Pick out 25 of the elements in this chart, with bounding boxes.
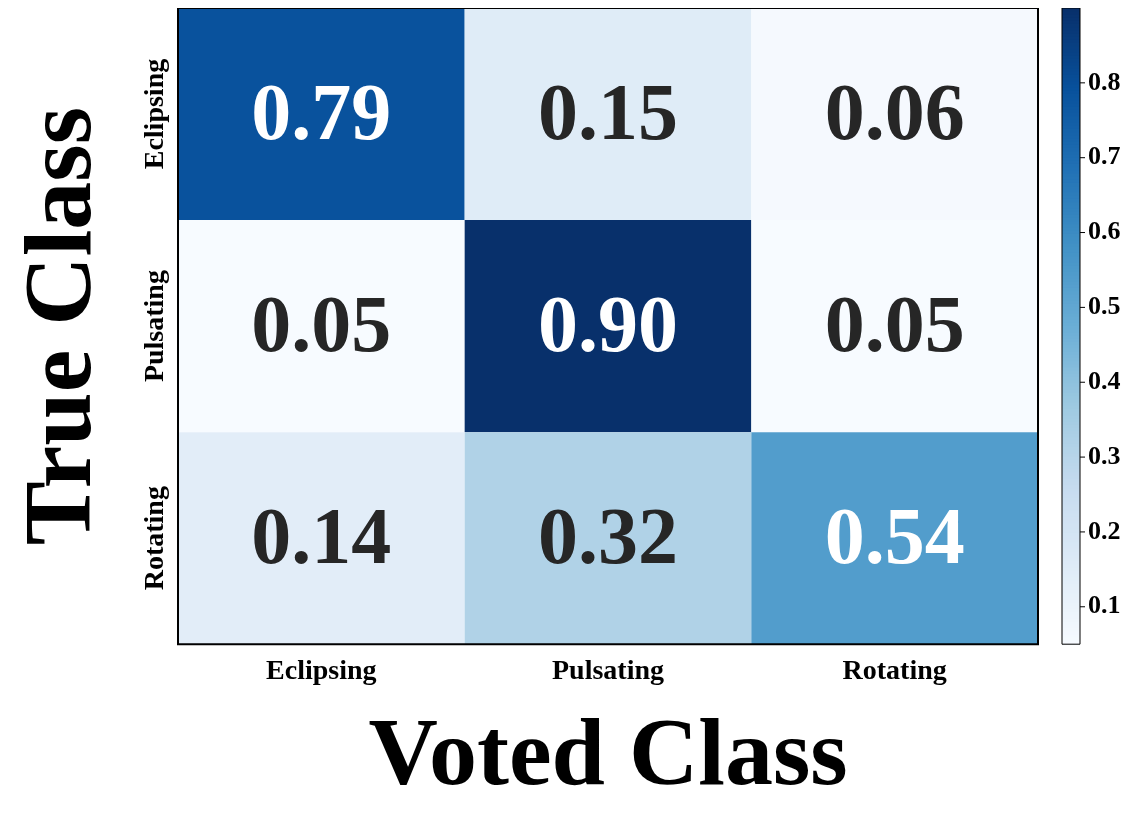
color-bar-label: 0.4 [1088,365,1121,395]
x-tick-label: Rotating [842,654,947,686]
x-tick-label: Eclipsing [266,654,377,686]
data-label: 0.06 [824,67,965,156]
y-axis-title: True Class [4,106,112,546]
data-label: 0.90 [538,279,678,368]
data-label: 0.54 [824,491,965,580]
y-tick-label: Rotating [138,486,170,591]
x-tick-label: Pulsating [551,654,665,686]
color-bar-label: 0.2 [1088,515,1121,545]
x-axis-title: Voted Class [368,698,848,806]
data-label: 0.05 [824,279,965,368]
data-label: 0.05 [251,279,392,368]
data-label: 0.15 [538,67,678,156]
color-bar-label: 0.3 [1088,440,1121,470]
y-tick-label: Pulsating [138,270,170,383]
color-bar-label: 0.5 [1088,291,1121,321]
color-bar-label: 0.1 [1088,590,1121,620]
data-label: 0.79 [251,67,392,156]
data-label: 0.32 [538,491,678,580]
color-bar-label: 0.7 [1088,141,1121,171]
color-bar-label: 0.6 [1088,216,1121,246]
data-label: 0.14 [251,491,392,580]
color-bar-label: 0.8 [1088,66,1121,96]
y-tick-label: Eclipsing [138,58,170,170]
